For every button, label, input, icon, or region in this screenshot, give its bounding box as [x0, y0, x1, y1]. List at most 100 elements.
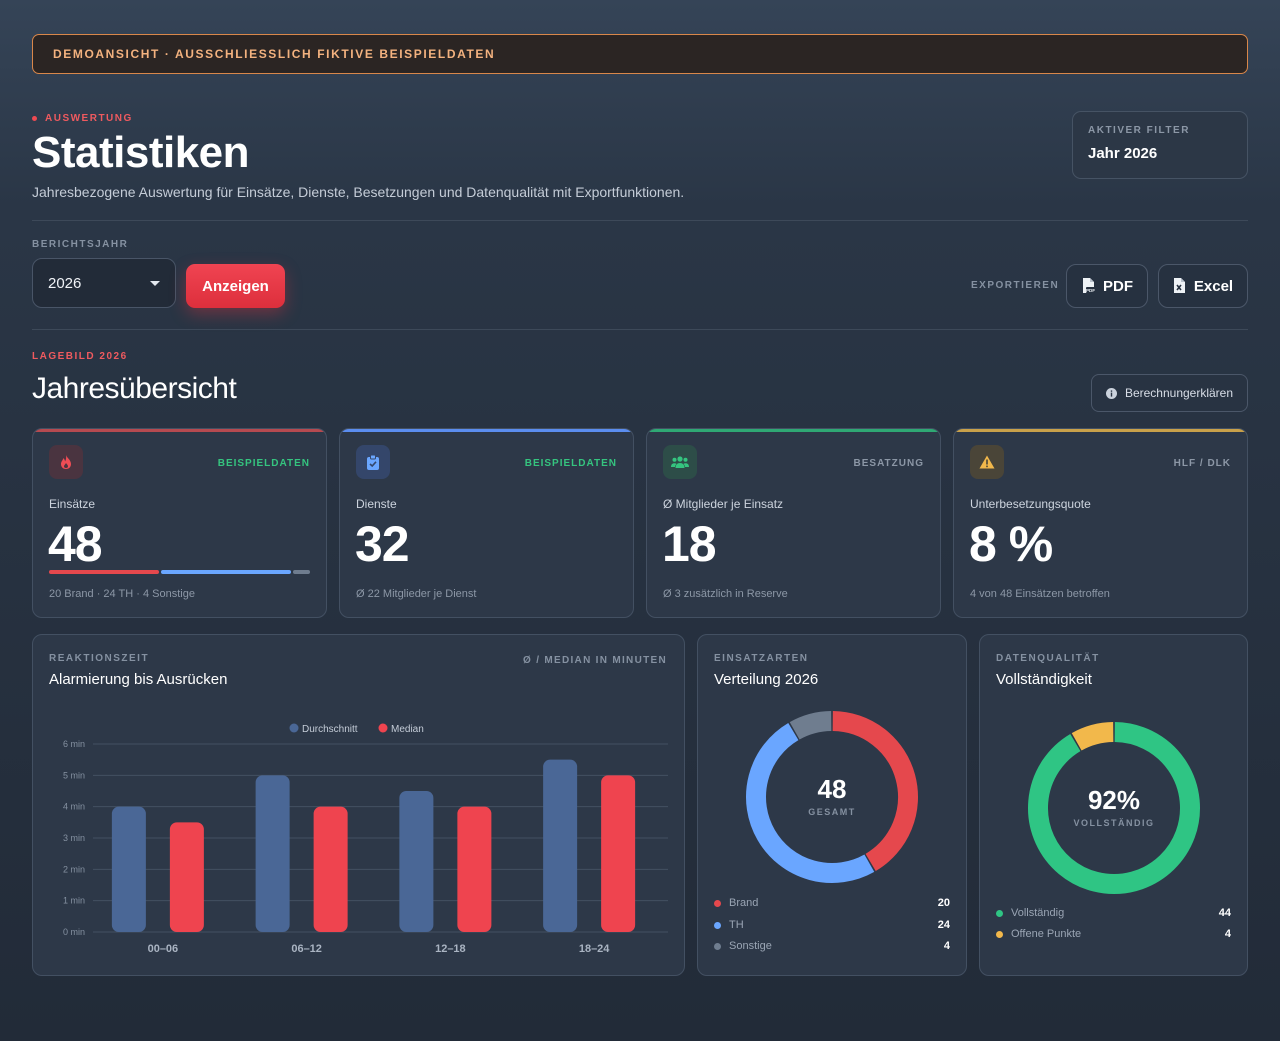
kpi-bar-sonstige [293, 570, 310, 574]
kpi-icon-box [970, 445, 1004, 479]
quality-center-label: VOLLSTÄNDIG [1074, 818, 1155, 828]
kpi-note: Ø 22 Mitglieder je Dienst [356, 588, 477, 600]
kpi-accent-line [954, 429, 1247, 432]
users-icon [671, 456, 689, 468]
svg-text:PDF: PDF [1086, 288, 1095, 293]
legend-label: Sonstige [729, 940, 772, 952]
legend-label: Offene Punkte [1011, 928, 1082, 940]
distribution-eyebrow: EINSATZARTEN [714, 653, 809, 664]
active-filter-value: Jahr 2026 [1088, 145, 1158, 162]
kpi-card-einsaetze: BEISPIELDATEN Einsätze 48 20 Brand · 24 … [32, 428, 327, 618]
chart-y-tick: 5 min [63, 770, 85, 780]
kpi-card-dienste: BEISPIELDATEN Dienste 32 Ø 22 Mitglieder… [339, 428, 634, 618]
kpi-accent-line [340, 429, 633, 432]
distribution-center-value: 48 [818, 774, 847, 804]
chart-bar-median [313, 806, 348, 932]
legend-dot [714, 899, 721, 907]
reaction-unit-note: Ø / MEDIAN IN MINUTEN [523, 655, 667, 666]
legend-dot [714, 921, 721, 929]
chart-bar-durchschnitt [399, 791, 434, 932]
kpi-note: Ø 3 zusätzlich in Reserve [663, 588, 788, 600]
reaction-eyebrow: REAKTIONSZEIT [49, 653, 150, 664]
overview-eyebrow: LAGEBILD 2026 [32, 351, 128, 362]
kpi-tag: BESATZUNG [853, 458, 924, 469]
chart-y-tick: 2 min [63, 864, 85, 874]
legend-value: 24 [937, 919, 950, 931]
quality-donut-chart: 92% VOLLSTÄNDIG [1028, 722, 1200, 894]
clipboard-icon [367, 454, 379, 470]
distribution-legend-brand: Brand 20 [714, 897, 950, 909]
kpi-label: Dienste [356, 497, 397, 511]
reaction-time-panel: REAKTIONSZEIT Alarmierung bis Ausrücken … [32, 634, 685, 976]
chart-y-tick: 6 min [63, 739, 85, 749]
legend-label: Brand [729, 897, 759, 909]
quality-segment-vollständig [1028, 722, 1200, 894]
kpi-label: Einsätze [49, 497, 96, 511]
report-year-select[interactable]: 2026 [32, 258, 176, 308]
distribution-panel: EINSATZARTEN Verteilung 2026 48 GESAMT B… [697, 634, 967, 976]
page-eyebrow: AUSWERTUNG [32, 113, 133, 124]
page-eyebrow-label: AUSWERTUNG [45, 113, 133, 124]
kpi-accent-line [647, 429, 940, 432]
distribution-segment-brand [832, 711, 918, 872]
legend-label: TH [729, 919, 744, 931]
chart-legend-label: Durchschnitt [302, 724, 358, 735]
warning-icon [979, 455, 995, 469]
chart-legend-dot [378, 723, 388, 733]
kpi-card-unterbesetzung: HLF / DLK Unterbesetzungsquote 8 % 4 von… [953, 428, 1248, 618]
chart-legend-label: Median [391, 724, 424, 735]
export-pdf-label: PDF [1103, 277, 1133, 295]
kpi-tag: HLF / DLK [1173, 458, 1231, 469]
chart-legend-dot [289, 723, 299, 733]
kpi-note: 4 von 48 Einsätzen betroffen [970, 588, 1110, 600]
kpi-label: Ø Mitglieder je Einsatz [663, 497, 784, 511]
kpi-bar-th [161, 570, 291, 574]
kpi-accent-line [33, 429, 326, 432]
legend-dot [996, 909, 1003, 917]
distribution-title: Verteilung 2026 [714, 671, 819, 688]
legend-label: Vollständig [1011, 907, 1065, 919]
header-divider [32, 220, 1248, 221]
chart-bar-durchschnitt [111, 806, 146, 932]
pdf-file-icon: PDF [1083, 278, 1095, 293]
export-excel-button[interactable]: Excel [1158, 264, 1248, 308]
legend-value: 4 [1224, 928, 1231, 940]
active-filter-label: AKTIVER FILTER [1088, 125, 1190, 136]
chart-legend-item: Durchschnitt [289, 723, 358, 735]
distribution-donut-chart: 48 GESAMT [745, 711, 918, 883]
info-icon [1105, 387, 1117, 399]
kpi-tag: BEISPIELDATEN [217, 458, 310, 469]
overview-title: Jahresübersicht [32, 372, 237, 405]
export-excel-label: Excel [1193, 277, 1234, 295]
distribution-legend-th: TH 24 [714, 919, 950, 931]
show-button[interactable]: Anzeigen [186, 264, 285, 308]
chart-y-tick: 4 min [63, 802, 85, 812]
kpi-value: 8 % [969, 516, 1053, 572]
chart-x-tick: 12–18 [435, 943, 466, 955]
explain-calculation-label: Berechnungerklären [1124, 386, 1234, 400]
legend-value: 4 [943, 940, 950, 952]
kpi-value: 18 [662, 516, 717, 572]
page-subtitle: Jahresbezogene Auswertung für Einsätze, … [32, 184, 685, 200]
demo-banner: DEMOANSICHT · AUSSCHLIESSLICH FIKTIVE BE… [32, 34, 1248, 74]
explain-calculation-button[interactable]: Berechnungerklären [1091, 374, 1248, 412]
quality-title: Vollständigkeit [996, 671, 1092, 688]
fire-icon [61, 455, 71, 469]
legend-value: 20 [937, 897, 950, 909]
export-pdf-button[interactable]: PDF PDF [1066, 264, 1148, 308]
quality-legend-complete: Vollständig 44 [996, 907, 1231, 919]
controls-divider [32, 329, 1248, 330]
chart-bar-median [169, 822, 204, 932]
report-year-value: 2026 [48, 274, 82, 292]
eyebrow-dot [32, 116, 37, 121]
legend-dot [996, 930, 1003, 938]
distribution-segment-th [745, 722, 875, 883]
kpi-icon-box [663, 445, 697, 479]
chart-y-tick: 3 min [63, 833, 85, 843]
reaction-bar-chart: Durchschnitt Median 0 min 1 min 2 min 3 min 4 … [63, 723, 668, 955]
active-filter-box: AKTIVER FILTER Jahr 2026 [1072, 111, 1248, 179]
kpi-icon-box [356, 445, 390, 479]
kpi-label: Unterbesetzungsquote [970, 497, 1091, 511]
chart-bar-median [601, 775, 636, 932]
chart-y-tick: 0 min [63, 927, 85, 937]
